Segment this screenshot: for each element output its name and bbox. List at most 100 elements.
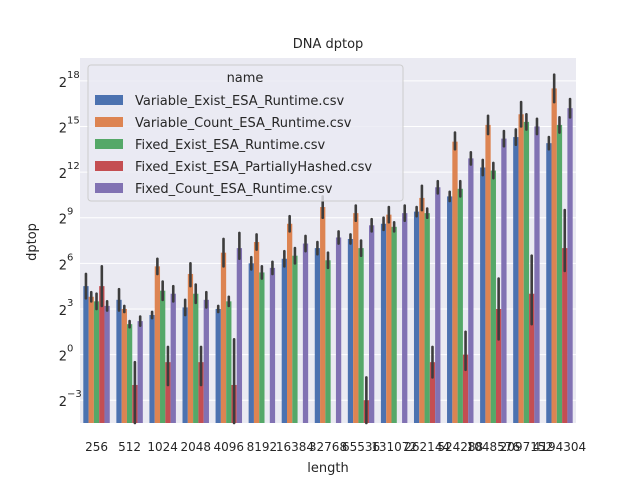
bar [485,124,491,424]
y-tick-base: 2 [59,76,67,91]
x-tick-label: 2048 [180,440,211,454]
y-tick-base: 2 [59,395,67,410]
bar [320,207,326,423]
bar [248,263,254,423]
bar [391,226,397,423]
bar [259,272,265,423]
bar [160,290,166,423]
bar [203,299,209,423]
chart-title: DNA dptop [293,37,364,52]
bar [369,225,375,423]
bar [215,308,221,423]
bar [198,362,204,423]
legend-item: Fixed_Exist_ESA_PartiallyHashed.csv [95,160,372,175]
bar [93,301,100,423]
bar [116,299,122,423]
bar [556,124,563,424]
legend-item: Fixed_Count_ESA_Runtime.csv [95,182,333,197]
legend-swatch [95,117,123,127]
bar [358,248,364,423]
y-tick-base: 2 [59,258,67,273]
legend-label: Fixed_Exist_ESA_Runtime.csv [135,138,326,153]
x-tick-label: 65536 [342,440,380,454]
bar [193,293,199,423]
x-tick-label: 1048576 [467,440,520,454]
y-tick-label: 212 [59,161,80,182]
bar [523,121,530,423]
x-tick-label: 512 [118,440,141,454]
bar [534,126,540,423]
bar [495,308,502,423]
y-tick-base: 2 [59,304,67,319]
bar [567,108,573,423]
legend: name Variable_Exist_ESA_Runtime.csvVaria… [87,64,404,202]
legend-swatch [95,95,123,105]
bar [347,238,354,423]
bar [529,293,535,423]
bar [457,188,463,423]
bar [462,354,469,423]
bar [302,243,309,423]
legend-title: name [227,71,264,86]
bar [480,167,486,423]
bar [402,213,408,423]
x-tick-label: 2097152 [500,440,553,454]
y-axis-label: dptop [25,223,40,261]
bar [281,258,287,423]
bar [353,213,359,423]
bar [325,260,331,423]
x-tick-label: 4096 [214,440,245,454]
y-tick-label: 23 [59,298,74,319]
bar [99,286,105,423]
bar [121,308,127,423]
x-tick-label: 256 [85,440,108,454]
bar [490,170,496,423]
x-tick-label: 524288 [437,440,483,454]
bar [413,211,420,423]
bar [253,242,260,423]
y-tick-exponent: −3 [67,389,82,400]
legend-items: Variable_Exist_ESA_Runtime.csv Variable_C… [95,94,372,197]
error-bars [84,73,572,425]
legend-swatch [95,139,123,149]
bar [165,362,171,423]
legend-label: Fixed_Exist_ESA_PartiallyHashed.csv [135,160,372,175]
x-tick-label: 131072 [371,440,417,454]
bar [88,296,94,423]
bar [226,301,232,423]
bar [149,315,155,423]
bar [562,248,568,423]
bar [137,321,143,423]
bar [314,248,321,423]
y-tick-label: 215 [59,115,80,136]
y-tick-base: 2 [59,213,67,228]
bar [126,324,133,423]
x-tick-labels: 256 512 1024 2048 4096 8192163843276865536131… [85,440,586,454]
bar [187,273,194,423]
y-tick-label: 20 [59,344,74,365]
bar [424,213,430,423]
legend-item: Variable_Count_ESA_Runtime.csv [95,116,352,131]
bar [386,214,392,423]
legend-item: Variable_Exist_ESA_Runtime.csv [95,94,344,109]
bar [104,305,110,423]
y-tick-base: 2 [59,167,67,182]
bar [501,138,507,423]
y-tick-exponent: 9 [67,207,73,218]
legend-item: Fixed_Exist_ESA_Runtime.csv [95,138,326,153]
y-tick-label: 2−3 [59,389,82,410]
bar [335,237,342,423]
bar [269,267,276,423]
bar [419,197,425,423]
legend-label: Fixed_Count_ESA_Runtime.csv [135,182,333,197]
legend-box [87,64,404,202]
y-tick-exponent: 3 [67,298,73,309]
bar [468,158,474,423]
bar [518,114,524,423]
bar [429,362,436,423]
y-tick-base: 2 [59,121,67,136]
y-tick-exponent: 18 [67,70,80,81]
bar [292,255,298,423]
x-tick-label: 4194304 [533,440,586,454]
